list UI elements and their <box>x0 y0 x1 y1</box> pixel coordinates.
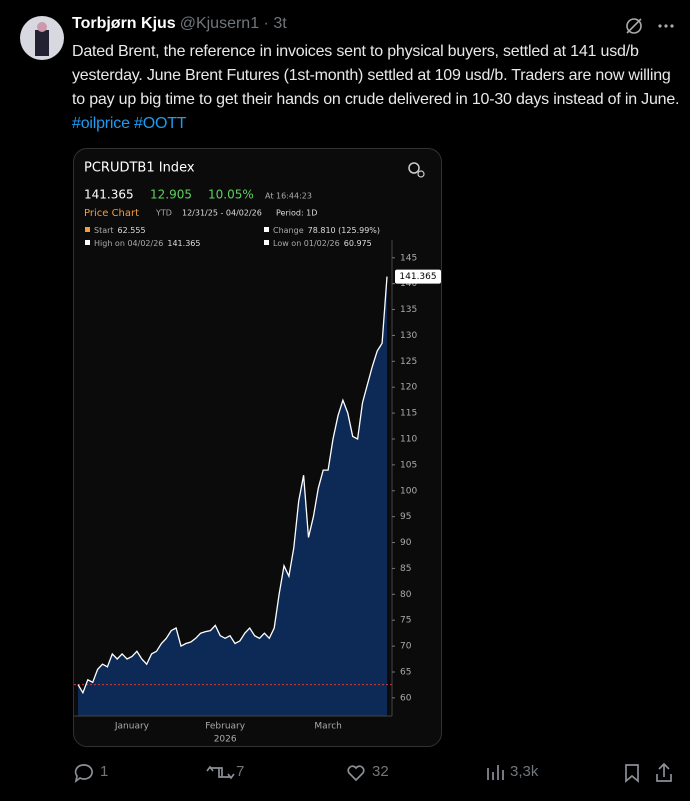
meta: @Kjusern1 · 3t <box>179 15 287 32</box>
y-tick-label: 90 <box>400 538 412 548</box>
last-price-label: 141.365 <box>399 272 436 282</box>
last-price: 141.365 <box>84 188 134 202</box>
area <box>78 276 387 716</box>
legend-swatch <box>264 227 269 232</box>
range: YTD <box>155 209 172 218</box>
legend-low: Low on 01/02/26 60.975 <box>273 239 372 248</box>
y-tick-label: 75 <box>400 616 411 626</box>
legend-start: Start 62.555 <box>94 226 146 235</box>
y-tick-label: 110 <box>400 434 417 444</box>
label: Start <box>94 226 114 235</box>
change-pct: 10.05% <box>208 188 254 202</box>
value: 141.365 <box>167 239 200 248</box>
y-tick-label: 80 <box>400 590 412 600</box>
legend-high: High on 04/02/26 141.365 <box>94 239 200 248</box>
y-tick-label: 105 <box>400 460 417 470</box>
x-tick-label: January <box>114 722 150 732</box>
y-tick-label: 60 <box>400 693 412 703</box>
label: Change <box>273 226 304 235</box>
body: Dated Brent, the reference in invoices s… <box>72 43 680 108</box>
x-tick-label: March <box>314 722 341 732</box>
avatar[interactable] <box>20 16 64 60</box>
y-tick-label: 135 <box>400 305 417 315</box>
label: Low on 01/02/26 <box>273 239 340 248</box>
y-tick-label: 125 <box>400 357 417 367</box>
x-tick-label: February <box>205 722 246 732</box>
share-icon[interactable] <box>656 762 672 782</box>
views-icon[interactable] <box>487 765 504 780</box>
y-tick-label: 130 <box>400 331 417 341</box>
chart-title: PCRUDTB1 Index <box>84 161 195 176</box>
top-icons[interactable] <box>624 16 684 36</box>
y-tick-label: 120 <box>400 383 417 393</box>
legend-swatch <box>264 240 269 245</box>
repost-icon[interactable] <box>206 765 235 780</box>
y-tick-label: 115 <box>400 409 417 419</box>
y-tick-label: 95 <box>400 512 411 522</box>
legend-swatch <box>85 240 90 245</box>
period: Period: 1D <box>276 209 317 218</box>
author-name[interactable]: Torbjørn Kjus <box>72 15 176 32</box>
y-tick-label: 100 <box>400 486 417 496</box>
repost-count[interactable]: 7 <box>236 763 245 780</box>
view-count[interactable]: 3,3k <box>510 763 539 780</box>
dates: 12/31/25 - 04/02/26 <box>182 209 262 218</box>
action-icons <box>74 762 672 784</box>
chart-name: Price Chart <box>84 208 139 219</box>
y-tick-label: 140 <box>400 279 417 289</box>
y-tick-label: 70 <box>400 642 412 652</box>
bookmark-icon[interactable] <box>625 764 639 783</box>
y-tick-label: 145 <box>400 253 417 263</box>
tweet-text: Dated Brent, the reference in invoices s… <box>72 40 684 136</box>
author[interactable]: Torbjørn Kjus @Kjusern1 · 3t <box>72 15 287 33</box>
value: 62.555 <box>118 226 146 235</box>
change: 12.905 <box>150 188 192 202</box>
hashtag[interactable]: #OOTT <box>134 115 187 132</box>
hashtag[interactable]: #oilprice <box>72 115 130 132</box>
reply-icon[interactable] <box>74 764 93 784</box>
time: At 16:44:23 <box>265 192 312 201</box>
settings-icon <box>408 162 425 178</box>
x-year-label: 2026 <box>214 735 237 745</box>
chart-image: PCRUDTB1 Index 141.365 12.905 10.05% At … <box>73 148 442 747</box>
y-tick-label: 85 <box>400 564 411 574</box>
line <box>77 276 388 695</box>
legend-swatch <box>85 227 90 232</box>
label: High on 04/02/26 <box>94 239 163 248</box>
like-icon[interactable] <box>347 765 365 782</box>
y-tick-label: 65 <box>400 667 411 677</box>
last-price-tag <box>395 269 441 284</box>
legend-change: Change 78.810 (125.99%) <box>273 226 380 235</box>
chart: PCRUDTB1 Index 141.365 12.905 10.05% At … <box>74 161 441 745</box>
value: 60.975 <box>344 239 372 248</box>
reply-count[interactable]: 1 <box>100 763 109 780</box>
value: 78.810 (125.99%) <box>308 226 380 235</box>
like-count[interactable]: 32 <box>372 763 389 780</box>
